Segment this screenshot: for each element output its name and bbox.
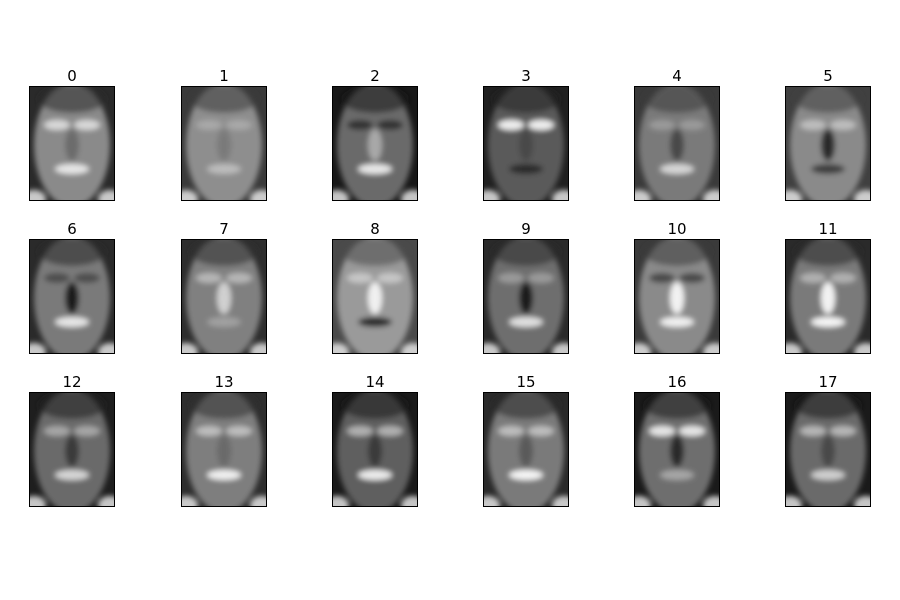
panel-title: 6 <box>67 220 77 238</box>
face-panel: 13 <box>181 372 267 507</box>
face-panel: 3 <box>483 66 569 201</box>
face-panel: 8 <box>332 219 418 354</box>
face-image <box>785 86 871 201</box>
panel-title: 9 <box>521 220 531 238</box>
panel-title: 8 <box>370 220 380 238</box>
face-panel: 0 <box>29 66 115 201</box>
face-panel: 6 <box>29 219 115 354</box>
panel-title: 3 <box>521 67 531 85</box>
face-image <box>29 239 115 354</box>
panel-title: 16 <box>667 373 687 391</box>
face-panel: 17 <box>785 372 871 507</box>
panel-title: 4 <box>672 67 682 85</box>
face-panel: 14 <box>332 372 418 507</box>
face-panel: 4 <box>634 66 720 201</box>
face-image <box>181 392 267 507</box>
face-image <box>181 86 267 201</box>
face-image <box>634 239 720 354</box>
face-panel: 12 <box>29 372 115 507</box>
face-panel: 11 <box>785 219 871 354</box>
face-image <box>634 392 720 507</box>
face-panel: 2 <box>332 66 418 201</box>
panel-title: 12 <box>62 373 82 391</box>
face-image <box>483 392 569 507</box>
face-panel: 7 <box>181 219 267 354</box>
panel-title: 5 <box>823 67 833 85</box>
face-image <box>483 86 569 201</box>
face-image <box>332 239 418 354</box>
face-image <box>785 392 871 507</box>
panel-title: 7 <box>219 220 229 238</box>
panel-title: 10 <box>667 220 687 238</box>
face-panel: 1 <box>181 66 267 201</box>
face-panel: 15 <box>483 372 569 507</box>
face-panel: 16 <box>634 372 720 507</box>
face-panel: 5 <box>785 66 871 201</box>
face-image <box>181 239 267 354</box>
face-image <box>483 239 569 354</box>
panel-title: 0 <box>67 67 77 85</box>
face-image <box>332 392 418 507</box>
panel-title: 1 <box>219 67 229 85</box>
panel-title: 13 <box>214 373 234 391</box>
panel-title: 14 <box>365 373 385 391</box>
face-image <box>29 86 115 201</box>
face-panel: 10 <box>634 219 720 354</box>
panel-title: 2 <box>370 67 380 85</box>
face-panel: 9 <box>483 219 569 354</box>
face-image <box>29 392 115 507</box>
face-image <box>785 239 871 354</box>
panel-title: 17 <box>818 373 838 391</box>
face-image <box>332 86 418 201</box>
panel-title: 15 <box>516 373 536 391</box>
face-image <box>634 86 720 201</box>
panel-title: 11 <box>818 220 838 238</box>
